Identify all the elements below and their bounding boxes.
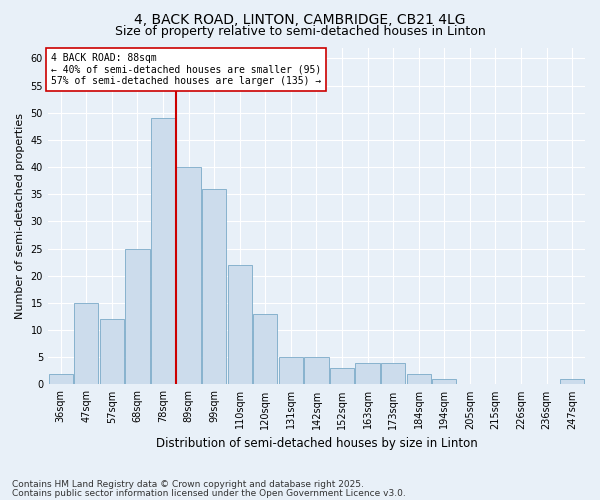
Text: 4, BACK ROAD, LINTON, CAMBRIDGE, CB21 4LG: 4, BACK ROAD, LINTON, CAMBRIDGE, CB21 4L… <box>134 12 466 26</box>
Bar <box>279 358 303 384</box>
Bar <box>330 368 354 384</box>
Text: Contains HM Land Registry data © Crown copyright and database right 2025.: Contains HM Land Registry data © Crown c… <box>12 480 364 489</box>
Bar <box>253 314 277 384</box>
Bar <box>355 362 380 384</box>
X-axis label: Distribution of semi-detached houses by size in Linton: Distribution of semi-detached houses by … <box>155 437 478 450</box>
Text: 4 BACK ROAD: 88sqm
← 40% of semi-detached houses are smaller (95)
57% of semi-de: 4 BACK ROAD: 88sqm ← 40% of semi-detache… <box>50 52 321 86</box>
Text: Size of property relative to semi-detached houses in Linton: Size of property relative to semi-detach… <box>115 25 485 38</box>
Bar <box>100 319 124 384</box>
Bar <box>407 374 431 384</box>
Bar <box>151 118 175 384</box>
Y-axis label: Number of semi-detached properties: Number of semi-detached properties <box>15 113 25 319</box>
Bar <box>432 379 457 384</box>
Bar <box>49 374 73 384</box>
Bar <box>74 303 98 384</box>
Bar <box>125 248 149 384</box>
Text: Contains public sector information licensed under the Open Government Licence v3: Contains public sector information licen… <box>12 488 406 498</box>
Bar <box>202 189 226 384</box>
Bar <box>176 167 201 384</box>
Bar <box>227 265 252 384</box>
Bar <box>304 358 329 384</box>
Bar <box>381 362 406 384</box>
Bar <box>560 379 584 384</box>
